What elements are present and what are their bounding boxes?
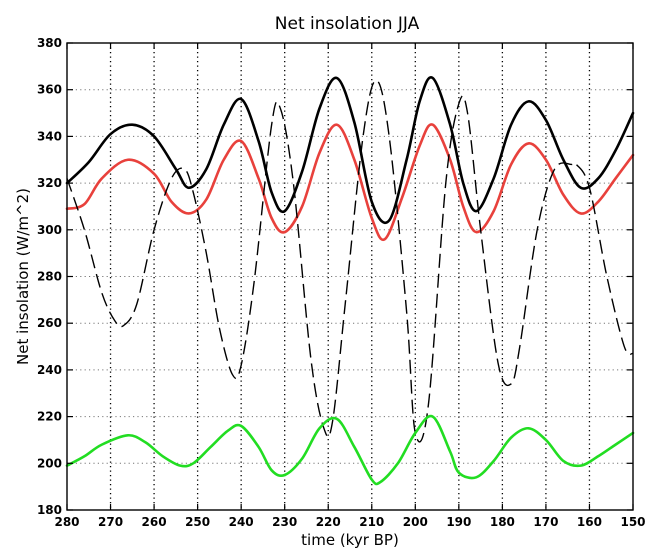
chart-title: Net insolation JJA — [275, 14, 420, 34]
x-tick-label: 270 — [98, 515, 123, 529]
tick-label-layer: 280 270 260 250 240 230 220 210 200 190 180 170 160 1… — [37, 36, 646, 529]
x-tick-label: 260 — [142, 515, 167, 529]
x-axis-label: time (kyr BP) — [301, 531, 399, 549]
y-tick-label: 380 — [37, 36, 62, 50]
x-tick-label: 150 — [620, 515, 645, 529]
series-black-dashed — [66, 79, 634, 443]
y-axis-label: Net insolation (W/m^2) — [14, 188, 32, 365]
x-tick-label: 200 — [403, 515, 428, 529]
x-tick-label: 190 — [446, 515, 471, 529]
y-tick-label: 180 — [37, 503, 62, 517]
x-tick-label: 160 — [577, 515, 602, 529]
grid-layer — [67, 43, 633, 510]
y-tick-label: 340 — [37, 129, 62, 143]
y-tick-label: 300 — [37, 223, 62, 237]
x-tick-label: 210 — [359, 515, 384, 529]
x-tick-label: 220 — [316, 515, 341, 529]
series-green — [65, 414, 635, 486]
x-tick-label: 230 — [272, 515, 297, 529]
x-tick-label: 250 — [185, 515, 210, 529]
y-tick-label: 360 — [37, 83, 62, 97]
x-tick-label: 280 — [54, 515, 79, 529]
y-tick-label: 220 — [37, 410, 62, 424]
y-tick-label: 260 — [37, 316, 62, 330]
series-red — [65, 123, 635, 242]
y-tick-label: 240 — [37, 363, 62, 377]
x-tick-label: 180 — [490, 515, 515, 529]
y-tick-label: 200 — [37, 456, 62, 470]
y-tick-label: 280 — [37, 270, 62, 284]
x-tick-label: 240 — [229, 515, 254, 529]
x-tick-label: 170 — [533, 515, 558, 529]
plot-frame — [66, 42, 634, 511]
series-layer — [65, 76, 635, 486]
series-black-solid — [65, 76, 635, 225]
y-tick-label: 320 — [37, 176, 62, 190]
